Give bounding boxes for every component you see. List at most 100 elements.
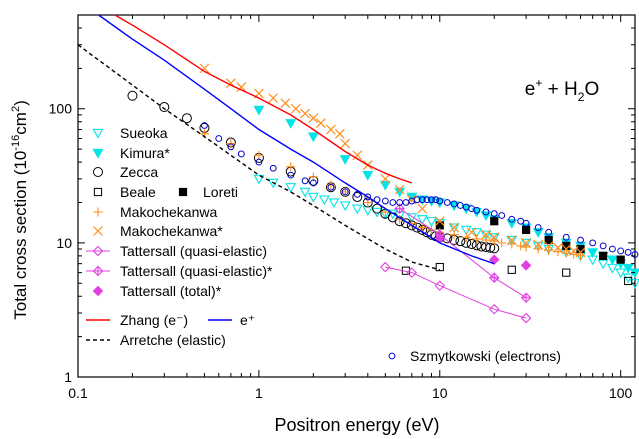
data-point [553, 242, 563, 253]
plot-frame [77, 14, 636, 378]
data-point [533, 244, 543, 254]
annotation-molecule: O [584, 79, 599, 100]
data-point [506, 219, 518, 229]
data-point [436, 197, 444, 205]
data-point [522, 219, 530, 227]
legend-marker [92, 128, 104, 139]
legend-label: Makochekanwa* [120, 223, 223, 239]
legend-label: Kimura* [120, 145, 170, 161]
data-point [286, 162, 296, 172]
legend-label: Tattersall (quasi-elastic)* [120, 263, 273, 279]
legend-label: Zecca [120, 164, 158, 180]
series-8 [394, 203, 532, 304]
data-point [307, 132, 319, 143]
data-point [616, 255, 625, 264]
data-point [352, 191, 363, 202]
data-point [455, 236, 466, 247]
x-tick-label: 10 [432, 385, 448, 401]
data-point [285, 119, 297, 129]
data-point [544, 245, 554, 255]
legend: Sueoka Kimura* Zecca Beale Loreti Makochekanw… [86, 125, 561, 364]
data-point [575, 247, 586, 258]
data-point [553, 247, 563, 257]
y-axis-label-unit-sup: 2 [10, 106, 22, 112]
data-point [577, 236, 584, 244]
annotation-sub: 2 [578, 90, 585, 104]
data-point [507, 265, 516, 274]
series-13 [201, 122, 639, 258]
series-11 [98, 14, 495, 265]
data-point [471, 228, 483, 238]
data-point [490, 210, 498, 218]
legend-marker [93, 167, 103, 177]
data-point [315, 118, 326, 129]
legend-label: Zhang (e⁻) [120, 312, 188, 328]
data-point [379, 180, 391, 191]
data-point [520, 238, 532, 249]
data-point [299, 187, 311, 198]
data-point [449, 230, 459, 240]
data-point [253, 174, 265, 185]
data-point [326, 180, 336, 190]
data-point [364, 193, 372, 201]
series-3 [401, 262, 633, 286]
data-point [466, 227, 477, 238]
data-point [489, 232, 500, 243]
legend-label: Tattersall (quasi-elastic) [120, 243, 267, 259]
data-point [561, 248, 571, 258]
data-point [307, 192, 319, 203]
data-point [448, 223, 460, 234]
series-6 [199, 63, 586, 258]
data-point [280, 98, 291, 109]
data-point [543, 240, 554, 251]
data-point [254, 150, 264, 160]
legend-marker [92, 285, 104, 297]
series-10 [114, 14, 413, 184]
data-point [443, 199, 451, 206]
data-point [417, 223, 427, 233]
data-point [587, 248, 599, 258]
data-point [418, 196, 426, 204]
data-point [227, 143, 235, 151]
data-point [416, 215, 428, 225]
data-point [381, 197, 389, 205]
legend-marker [92, 245, 104, 257]
reaction-annotation: e+ + H2O [525, 76, 599, 104]
data-point [339, 201, 351, 212]
data-point [300, 108, 310, 119]
data-point [201, 122, 208, 129]
legend-label: Arretche (elastic) [120, 332, 226, 348]
data-point [520, 292, 532, 304]
data-point [362, 206, 374, 216]
data-point [615, 268, 627, 279]
legend-label: Makochekanwa [120, 204, 217, 220]
data-point [466, 239, 477, 250]
data-point [406, 267, 418, 278]
legend-marker [178, 187, 188, 197]
data-point [341, 188, 349, 196]
data-point [309, 179, 317, 187]
data-point [624, 248, 632, 256]
data-point [287, 171, 295, 179]
data-point [402, 199, 410, 206]
data-point [351, 204, 363, 215]
series-11-line [98, 14, 495, 265]
annotation-plus: + H [542, 79, 577, 100]
data-point [599, 251, 608, 260]
data-point [460, 225, 472, 236]
data-point [236, 82, 247, 93]
data-point [562, 268, 571, 277]
y-axis-label-unit: cm [11, 112, 30, 135]
data-point [215, 135, 223, 142]
plot-border [77, 14, 636, 378]
data-point [380, 173, 391, 184]
x-axis-label: Positron energy (eV) [274, 415, 439, 435]
data-point [255, 158, 263, 166]
data-point [482, 208, 490, 216]
data-point [380, 261, 391, 273]
data-point [488, 233, 500, 243]
data-point [328, 198, 340, 209]
y-tick-label: 100 [49, 101, 73, 117]
data-point [290, 103, 301, 114]
